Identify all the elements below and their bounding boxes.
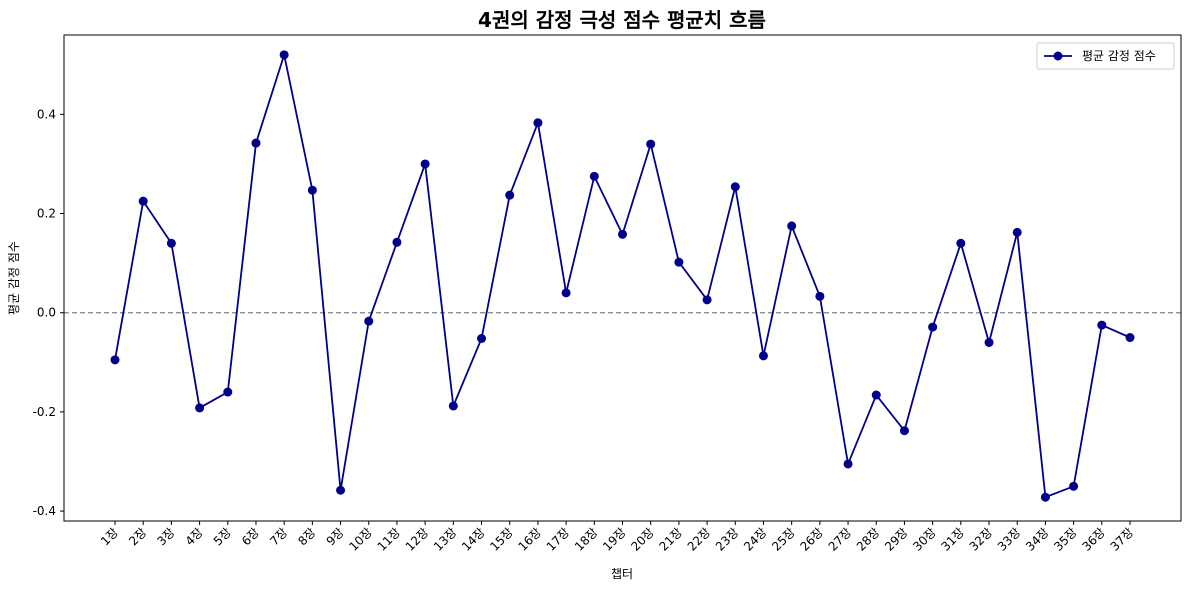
x-tick-label: 8장 <box>295 525 318 548</box>
legend-marker <box>1053 51 1063 61</box>
series-layer <box>110 50 1135 502</box>
x-tick-label: 24장 <box>741 525 770 554</box>
y-tick-label: 0.2 <box>37 207 56 221</box>
data-point <box>787 221 797 231</box>
x-tick-label: 34장 <box>1023 525 1052 554</box>
data-point <box>195 403 205 413</box>
data-point <box>1040 492 1050 502</box>
data-point <box>1125 333 1135 343</box>
x-tick-label: 3장 <box>154 525 177 548</box>
x-tick-label: 2장 <box>126 525 149 548</box>
y-tick-label: 0.0 <box>37 306 56 320</box>
x-tick-label: 30장 <box>910 525 939 554</box>
data-point <box>618 229 627 239</box>
data-point <box>448 401 458 411</box>
x-tick-label: 4장 <box>183 525 206 548</box>
data-point <box>561 288 571 298</box>
data-point <box>420 159 430 169</box>
x-tick-label: 16장 <box>516 525 545 554</box>
x-tick-label: 29장 <box>882 525 911 554</box>
data-point <box>984 337 994 347</box>
data-point <box>533 118 543 128</box>
x-tick-label: 15장 <box>487 525 516 554</box>
data-point <box>251 138 261 148</box>
data-point <box>364 316 374 326</box>
data-point <box>1097 320 1107 330</box>
x-tick-label: 14장 <box>459 525 488 554</box>
data-point <box>307 185 317 195</box>
x-tick-label: 11장 <box>375 525 404 554</box>
x-tick-label: 5장 <box>211 525 234 548</box>
x-tick-label: 20장 <box>628 525 657 554</box>
x-tick-label: 6장 <box>239 525 262 548</box>
x-tick-label: 35장 <box>1051 525 1080 554</box>
data-point <box>871 390 881 400</box>
y-tick-label: 0.4 <box>37 107 56 121</box>
data-point <box>223 387 233 397</box>
x-tick-label: 22장 <box>685 525 714 554</box>
chart-title: 4권의 감정 극성 점수 평균치 흐름 <box>478 8 766 32</box>
data-point <box>702 295 712 305</box>
legend-box <box>1036 42 1175 70</box>
x-tick-label: 10장 <box>346 525 375 554</box>
data-point <box>815 291 825 301</box>
data-point <box>505 190 515 200</box>
legend: 평균 감정 점수 <box>1036 42 1175 70</box>
x-tick-label: 27장 <box>826 525 855 554</box>
plot-area <box>64 35 1181 521</box>
x-axis-label: 챕터 <box>611 566 633 581</box>
data-point <box>674 257 684 267</box>
x-tick-label: 13장 <box>431 525 460 554</box>
data-point <box>392 237 402 247</box>
y-axis-ticks: -0.4 -0.2 0.0 0.2 0.4 <box>33 107 64 518</box>
x-tick-label: 18장 <box>572 525 601 554</box>
x-tick-label: 9장 <box>324 525 347 548</box>
data-point <box>279 50 289 60</box>
data-point <box>899 426 909 436</box>
x-tick-label: 28장 <box>854 525 883 554</box>
data-point <box>166 238 176 248</box>
data-point <box>730 182 740 192</box>
y-tick-label: -0.2 <box>33 405 56 419</box>
x-tick-label: 26장 <box>797 525 826 554</box>
legend-entry-label: 평균 감정 점수 <box>1082 49 1156 63</box>
data-point <box>1012 227 1022 237</box>
y-tick-label: -0.4 <box>33 504 56 518</box>
y-axis-label: 평균 감정 점수 <box>7 241 21 315</box>
plot-frame <box>63 34 1182 522</box>
data-point <box>956 238 966 248</box>
x-tick-label: 12장 <box>403 525 432 554</box>
data-point <box>477 334 487 344</box>
data-point <box>758 351 768 361</box>
data-point <box>110 355 120 365</box>
data-point <box>843 459 853 469</box>
data-point <box>646 139 656 149</box>
x-tick-label: 1장 <box>98 525 121 548</box>
x-tick-label: 36장 <box>1079 525 1108 554</box>
data-point <box>589 171 599 181</box>
x-tick-label: 19장 <box>600 525 629 554</box>
x-tick-label: 32장 <box>967 525 996 554</box>
data-point <box>1069 481 1079 491</box>
data-point <box>138 196 148 206</box>
data-point <box>928 322 938 332</box>
x-tick-label: 17장 <box>544 525 573 554</box>
x-tick-label: 23장 <box>713 525 742 554</box>
x-tick-label: 25장 <box>769 525 798 554</box>
x-axis-ticks: 1장 2장 3장 4장 5장 6장 7장 8장 9장 10장 11장 12장 13장 14장 15장 16장 1… <box>98 521 1136 554</box>
data-point <box>336 485 346 495</box>
x-tick-label: 33장 <box>995 525 1024 554</box>
x-tick-label: 7장 <box>267 525 290 548</box>
x-tick-label: 37장 <box>1108 525 1137 554</box>
x-tick-label: 21장 <box>657 525 686 554</box>
x-tick-label: 31장 <box>938 525 967 554</box>
